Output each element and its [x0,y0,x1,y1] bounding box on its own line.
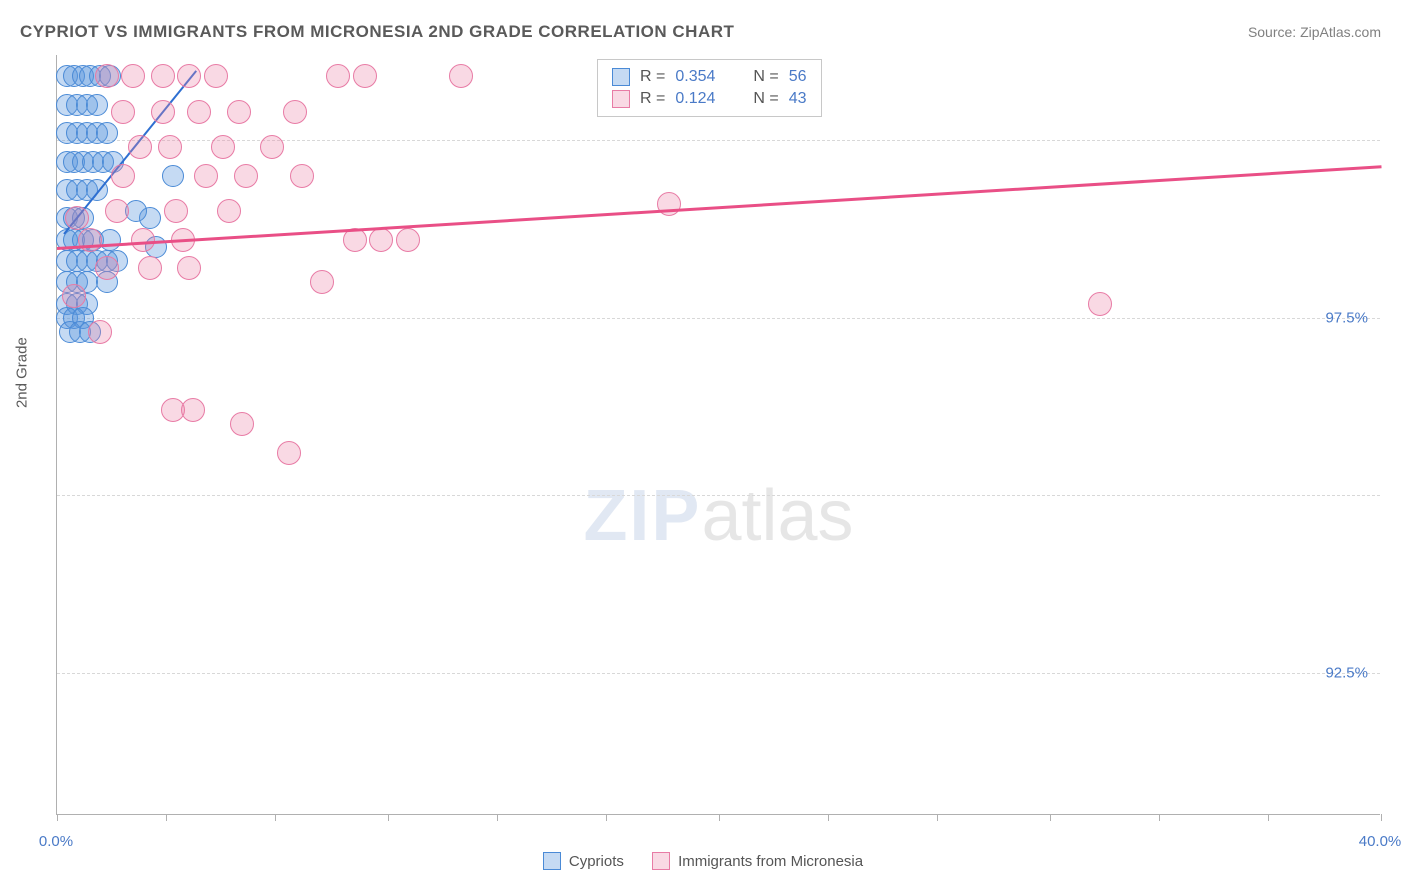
n-label: N = [753,68,778,86]
y-tick-label: 97.5% [1325,309,1368,326]
data-point [62,284,86,308]
source-label: Source: ZipAtlas.com [1248,24,1381,40]
data-point [396,228,420,252]
data-point [86,94,108,116]
data-point [158,135,182,159]
data-point [65,206,89,230]
x-tick [388,814,389,821]
data-point [260,135,284,159]
x-tick [166,814,167,821]
n-label: N = [753,90,778,108]
x-tick [1381,814,1382,821]
data-point [125,200,147,222]
data-point [111,164,135,188]
legend-item-series2: Immigrants from Micronesia [652,852,863,870]
gridline [57,495,1380,496]
data-point [181,398,205,422]
x-tick-label: 0.0% [39,833,73,850]
data-point [230,412,254,436]
data-point [369,228,393,252]
y-axis-title: 2nd Grade [14,337,31,408]
x-tick [1268,814,1269,821]
legend-item-series1: Cypriots [543,852,624,870]
data-point [78,228,102,252]
data-point [95,256,119,280]
data-point [164,199,188,223]
data-point [151,64,175,88]
legend-swatch-series1 [612,68,630,86]
gridline [57,140,1380,141]
stats-row-series2: R = 0.124 N = 43 [612,88,807,110]
data-point [234,164,258,188]
chart-plot-area: ZIPatlas R = 0.354 N = 56 R = 0.124 N = … [56,55,1380,815]
r-value-series1: 0.354 [675,68,715,86]
data-point [217,199,241,223]
n-value-series1: 56 [789,68,807,86]
data-point [227,100,251,124]
y-tick-label: 92.5% [1325,664,1368,681]
r-value-series2: 0.124 [675,90,715,108]
n-value-series2: 43 [789,90,807,108]
data-point [121,64,145,88]
stats-row-series1: R = 0.354 N = 56 [612,66,807,88]
data-point [326,64,350,88]
data-point [177,64,201,88]
data-point [128,135,152,159]
x-tick-label: 40.0% [1359,833,1402,850]
bottom-legend: Cypriots Immigrants from Micronesia [0,852,1406,874]
stats-legend-box: R = 0.354 N = 56 R = 0.124 N = 43 [597,59,822,117]
x-tick [937,814,938,821]
watermark-part1: ZIP [583,476,701,556]
data-point [204,64,228,88]
x-tick [275,814,276,821]
watermark-part2: atlas [701,476,853,556]
x-tick [497,814,498,821]
gridline [57,318,1380,319]
data-point [211,135,235,159]
legend-swatch-series2 [612,90,630,108]
x-tick [606,814,607,821]
data-point [310,270,334,294]
legend-swatch-icon [543,852,561,870]
x-tick [828,814,829,821]
data-point [111,100,135,124]
data-point [657,192,681,216]
r-label: R = [640,68,665,86]
x-tick [719,814,720,821]
x-tick [57,814,58,821]
data-point [95,64,119,88]
legend-swatch-icon [652,852,670,870]
data-point [151,100,175,124]
data-point [194,164,218,188]
data-point [449,64,473,88]
data-point [290,164,314,188]
legend-label-series2: Immigrants from Micronesia [678,853,863,870]
watermark: ZIPatlas [57,475,1380,557]
x-tick [1050,814,1051,821]
chart-title: CYPRIOT VS IMMIGRANTS FROM MICRONESIA 2N… [20,22,734,42]
data-point [131,228,155,252]
data-point [88,320,112,344]
data-point [1088,292,1112,316]
legend-label-series1: Cypriots [569,853,624,870]
gridline [57,673,1380,674]
data-point [96,122,118,144]
r-label: R = [640,90,665,108]
data-point [277,441,301,465]
data-point [283,100,307,124]
data-point [177,256,201,280]
data-point [353,64,377,88]
data-point [105,199,129,223]
data-point [99,229,121,251]
data-point [138,256,162,280]
x-tick [1159,814,1160,821]
data-point [162,165,184,187]
data-point [187,100,211,124]
